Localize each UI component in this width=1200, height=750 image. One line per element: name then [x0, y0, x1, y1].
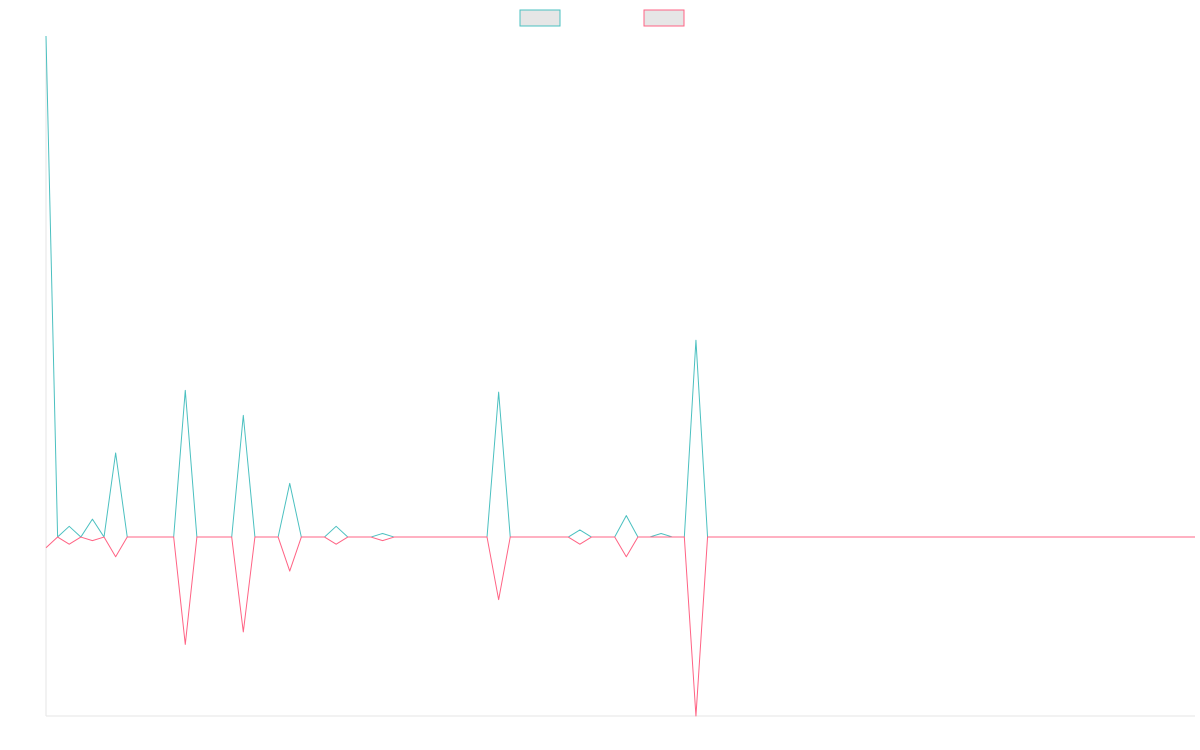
legend-swatch [519, 9, 561, 27]
series-line-1 [45, 35, 1195, 538]
series-layer [45, 35, 1195, 717]
legend-item-2[interactable] [643, 9, 685, 27]
legend-item-1[interactable] [519, 9, 561, 27]
series-line-2 [45, 536, 1195, 717]
legend [519, 9, 685, 27]
axes [45, 36, 1195, 717]
legend-swatch [643, 9, 685, 27]
